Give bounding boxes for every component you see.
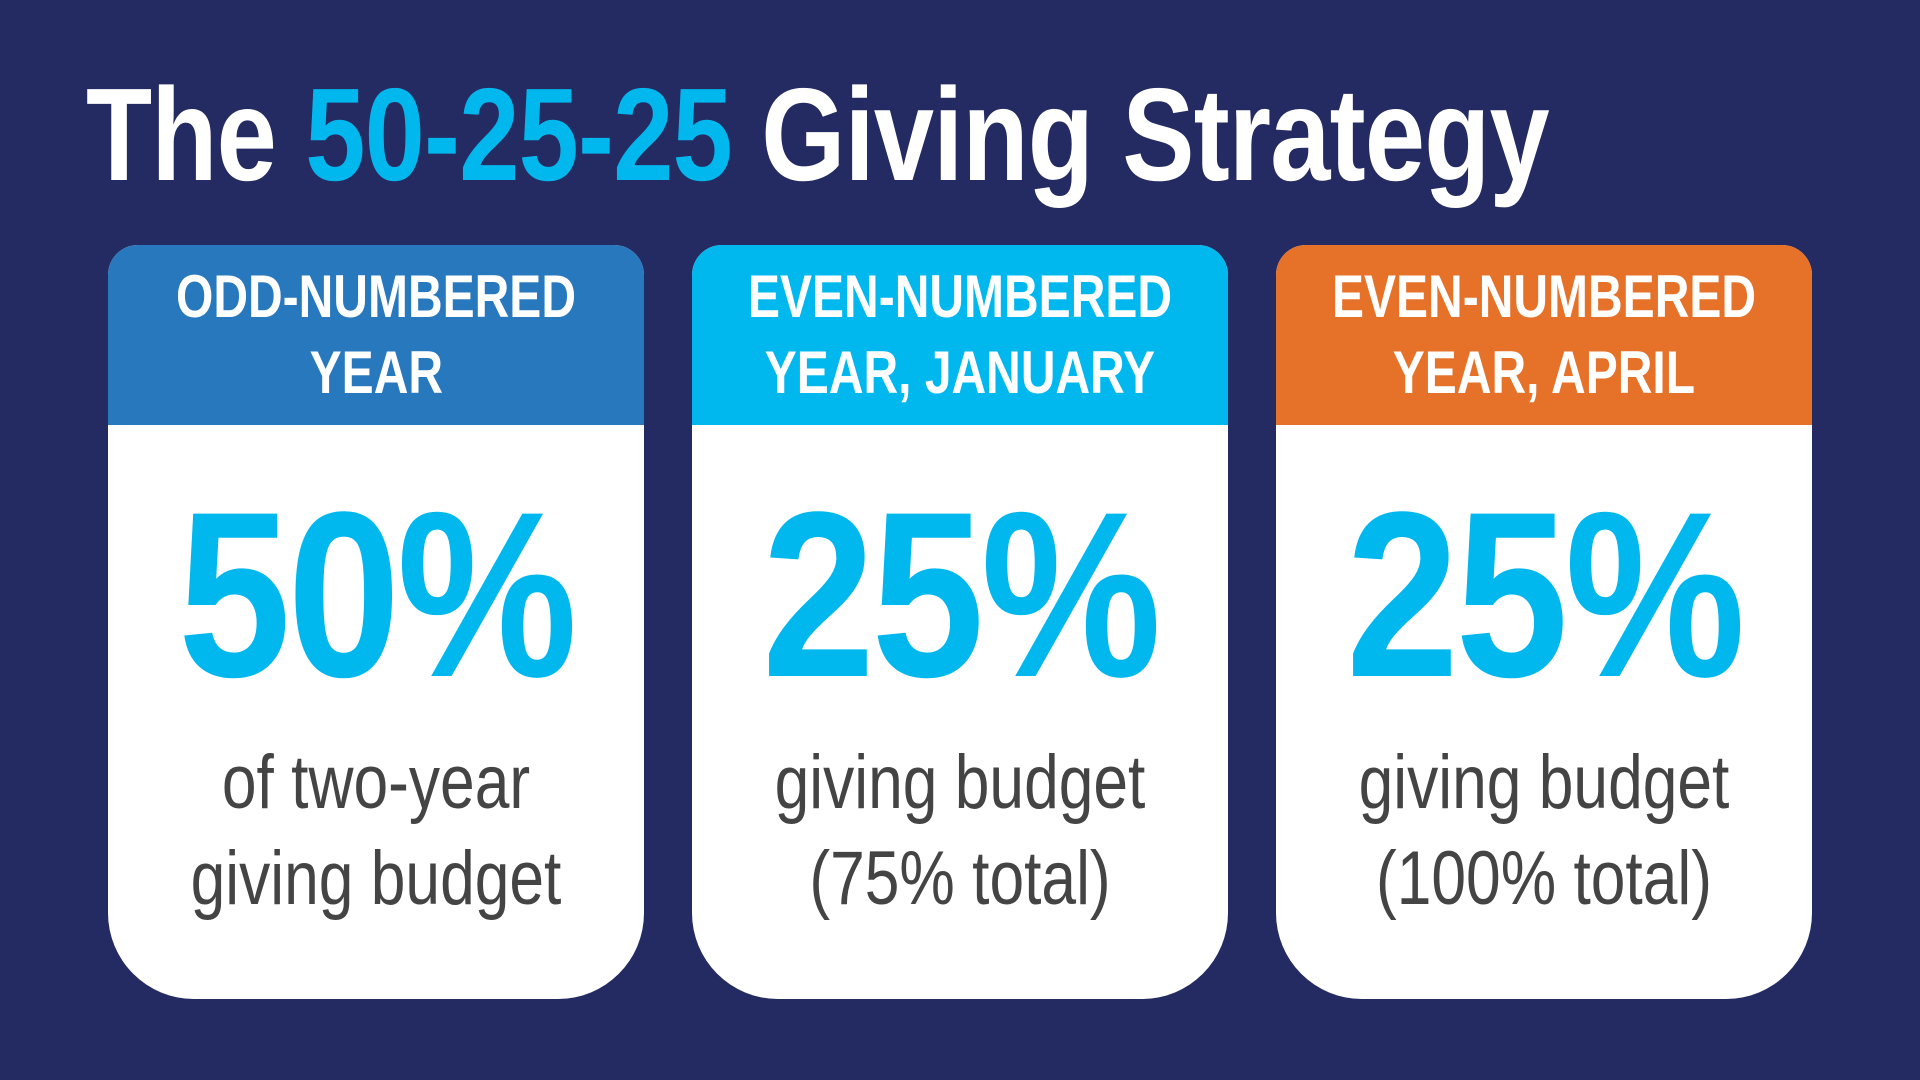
card-header-line: YEAR, APRIL — [1392, 339, 1696, 406]
title-prefix: The — [86, 61, 306, 208]
card-description: giving budget (75% total) — [692, 735, 1228, 927]
card-description: of two-year giving budget — [108, 735, 644, 927]
description-line: giving budget — [190, 836, 562, 921]
description-line: (100% total) — [1375, 836, 1712, 921]
page-title: The 50-25-25 Giving Strategy — [86, 60, 1550, 210]
title-highlight: 50-25-25 — [305, 61, 733, 208]
description-line: of two-year — [221, 740, 531, 825]
card-percent: 50% — [178, 463, 577, 727]
card-percent: 25% — [1346, 463, 1745, 727]
card-header-line: YEAR, JANUARY — [764, 339, 1156, 406]
card-even-year-april: EVEN-NUMBERED YEAR, APRIL 25% giving bud… — [1276, 245, 1812, 999]
card-header-line: ODD-NUMBERED — [175, 263, 576, 330]
card-header: EVEN-NUMBERED YEAR, JANUARY — [692, 245, 1228, 425]
card-header-line: EVEN-NUMBERED — [1331, 263, 1757, 330]
description-line: giving budget — [1358, 740, 1730, 825]
card-percent: 25% — [762, 463, 1161, 727]
card-even-year-january: EVEN-NUMBERED YEAR, JANUARY 25% giving b… — [692, 245, 1228, 999]
title-suffix: Giving Strategy — [731, 61, 1549, 208]
card-description: giving budget (100% total) — [1276, 735, 1812, 927]
card-header-line: YEAR — [309, 339, 443, 406]
card-odd-year: ODD-NUMBERED YEAR 50% of two-year giving… — [108, 245, 644, 999]
card-header: ODD-NUMBERED YEAR — [108, 245, 644, 425]
description-line: (75% total) — [809, 836, 1111, 921]
card-header-line: EVEN-NUMBERED — [747, 263, 1173, 330]
description-line: giving budget — [774, 740, 1146, 825]
card-header: EVEN-NUMBERED YEAR, APRIL — [1276, 245, 1812, 425]
